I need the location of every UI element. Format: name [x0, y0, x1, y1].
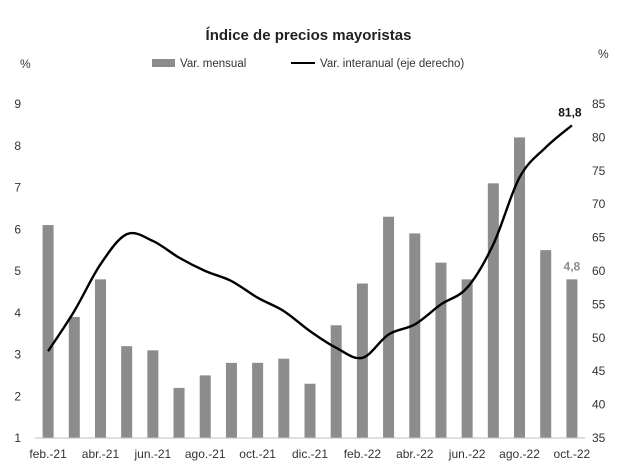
x-axis-tick-label: ago.-22	[499, 447, 540, 461]
bar	[461, 279, 473, 438]
x-axis-tick-label: feb.-21	[29, 447, 67, 461]
bar	[147, 350, 159, 438]
interanual-line	[47, 124, 573, 360]
left-axis-tick-label: 5	[14, 264, 21, 278]
x-axis-tick-label: oct.-21	[239, 447, 276, 461]
bar	[356, 283, 368, 438]
right-axis-tick-label: 45	[592, 364, 606, 378]
bar	[68, 316, 80, 438]
bar	[540, 250, 552, 438]
line-series	[47, 124, 573, 360]
left-axis: 1 2 3 4 5 6 7 8 9	[14, 97, 21, 445]
right-axis-tick-label: 55	[592, 297, 606, 311]
bar	[173, 387, 185, 438]
left-axis-tick-label: 4	[14, 306, 21, 320]
bar	[487, 183, 499, 438]
bar	[278, 358, 290, 438]
bar	[252, 362, 264, 438]
right-axis-unit: %	[598, 47, 609, 61]
bar	[225, 362, 237, 438]
left-axis-unit: %	[20, 57, 31, 71]
right-axis-tick-label: 35	[592, 431, 606, 445]
left-axis-tick-label: 9	[14, 97, 21, 111]
chart-title: Índice de precios mayoristas	[206, 27, 412, 44]
x-axis-tick-label: dic.-21	[292, 447, 328, 461]
x-axis: feb.-21 abr.-21 jun.-21 ago.-21 oct.-21 dic.-…	[29, 437, 591, 461]
bar	[304, 383, 316, 438]
right-axis-tick-label: 60	[592, 264, 606, 278]
left-axis-tick-label: 8	[14, 139, 21, 153]
bar	[42, 225, 54, 438]
right-axis-tick-label: 80	[592, 130, 606, 144]
bar	[514, 137, 526, 438]
left-axis-tick-label: 3	[14, 348, 21, 362]
right-axis-tick-label: 65	[592, 231, 606, 245]
right-axis: 35 40 45 50 55 60 65 70 75 80 85	[592, 97, 606, 445]
left-axis-tick-label: 7	[14, 181, 21, 195]
legend-line-label: Var. interanual (eje derecho)	[320, 58, 464, 70]
x-axis-tick-label: ago.-21	[185, 447, 226, 461]
legend-bar-label: Var. mensual	[180, 58, 246, 70]
x-axis-tick-label: feb.-22	[344, 447, 382, 461]
bar-data-label: 4,8	[564, 259, 581, 273]
bar	[435, 262, 447, 438]
right-axis-tick-label: 50	[592, 331, 606, 345]
right-axis-tick-label: 70	[592, 197, 606, 211]
right-axis-tick-label: 75	[592, 164, 606, 178]
bar	[94, 279, 106, 438]
bar	[409, 233, 421, 438]
legend: Var. mensual Var. interanual (eje derech…	[152, 58, 464, 70]
x-axis-tick-label: oct.-22	[554, 447, 591, 461]
bar	[566, 279, 578, 438]
x-axis-tick-label: abr.-21	[82, 447, 120, 461]
bar	[199, 375, 211, 438]
data-labels: 81,8 4,8	[558, 105, 582, 273]
bar	[330, 325, 342, 438]
bar-series	[42, 137, 578, 438]
legend-bar-swatch	[152, 59, 175, 67]
left-axis-tick-label: 2	[14, 389, 21, 403]
x-axis-tick-label: jun.-21	[134, 447, 172, 461]
right-axis-tick-label: 85	[592, 97, 606, 111]
x-axis-tick-label: jun.-22	[448, 447, 486, 461]
left-axis-tick-label: 6	[14, 222, 21, 236]
x-axis-tick-label: abr.-22	[396, 447, 434, 461]
right-axis-tick-label: 40	[592, 398, 606, 412]
bar	[121, 346, 133, 438]
line-data-label: 81,8	[558, 105, 582, 119]
bar	[383, 216, 395, 438]
left-axis-tick-label: 1	[14, 431, 21, 445]
